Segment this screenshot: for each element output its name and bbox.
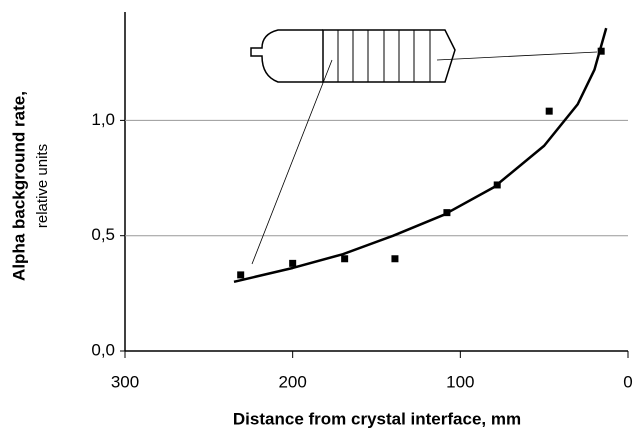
crystal-body — [322, 29, 456, 83]
data-point — [391, 255, 399, 263]
x-tick-label: 100 — [446, 372, 474, 391]
y-axis-sublabel: relative units — [34, 144, 51, 228]
crystal-seed-end — [250, 29, 323, 83]
x-tick-label: 300 — [111, 372, 139, 391]
data-point — [289, 259, 297, 267]
leader-line — [251, 59, 333, 265]
x-tick-label: 0 — [623, 372, 632, 391]
data-point — [341, 255, 349, 263]
y-tick-label: 0,0 — [91, 340, 115, 359]
y-tick-label: 0,5 — [91, 225, 115, 244]
x-axis-label: Distance from crystal interface, mm — [233, 409, 521, 428]
leader-line — [436, 51, 598, 61]
x-tick-label: 200 — [278, 372, 306, 391]
data-point — [545, 107, 553, 115]
data-point — [237, 271, 245, 279]
fit-curve — [233, 27, 608, 284]
inset-diagram — [250, 29, 598, 265]
data-point — [597, 47, 605, 55]
crystal-slices — [337, 30, 431, 82]
y-tick-label: 1,0 — [91, 110, 115, 129]
y-axis-label: Alpha background rate, — [9, 91, 28, 281]
